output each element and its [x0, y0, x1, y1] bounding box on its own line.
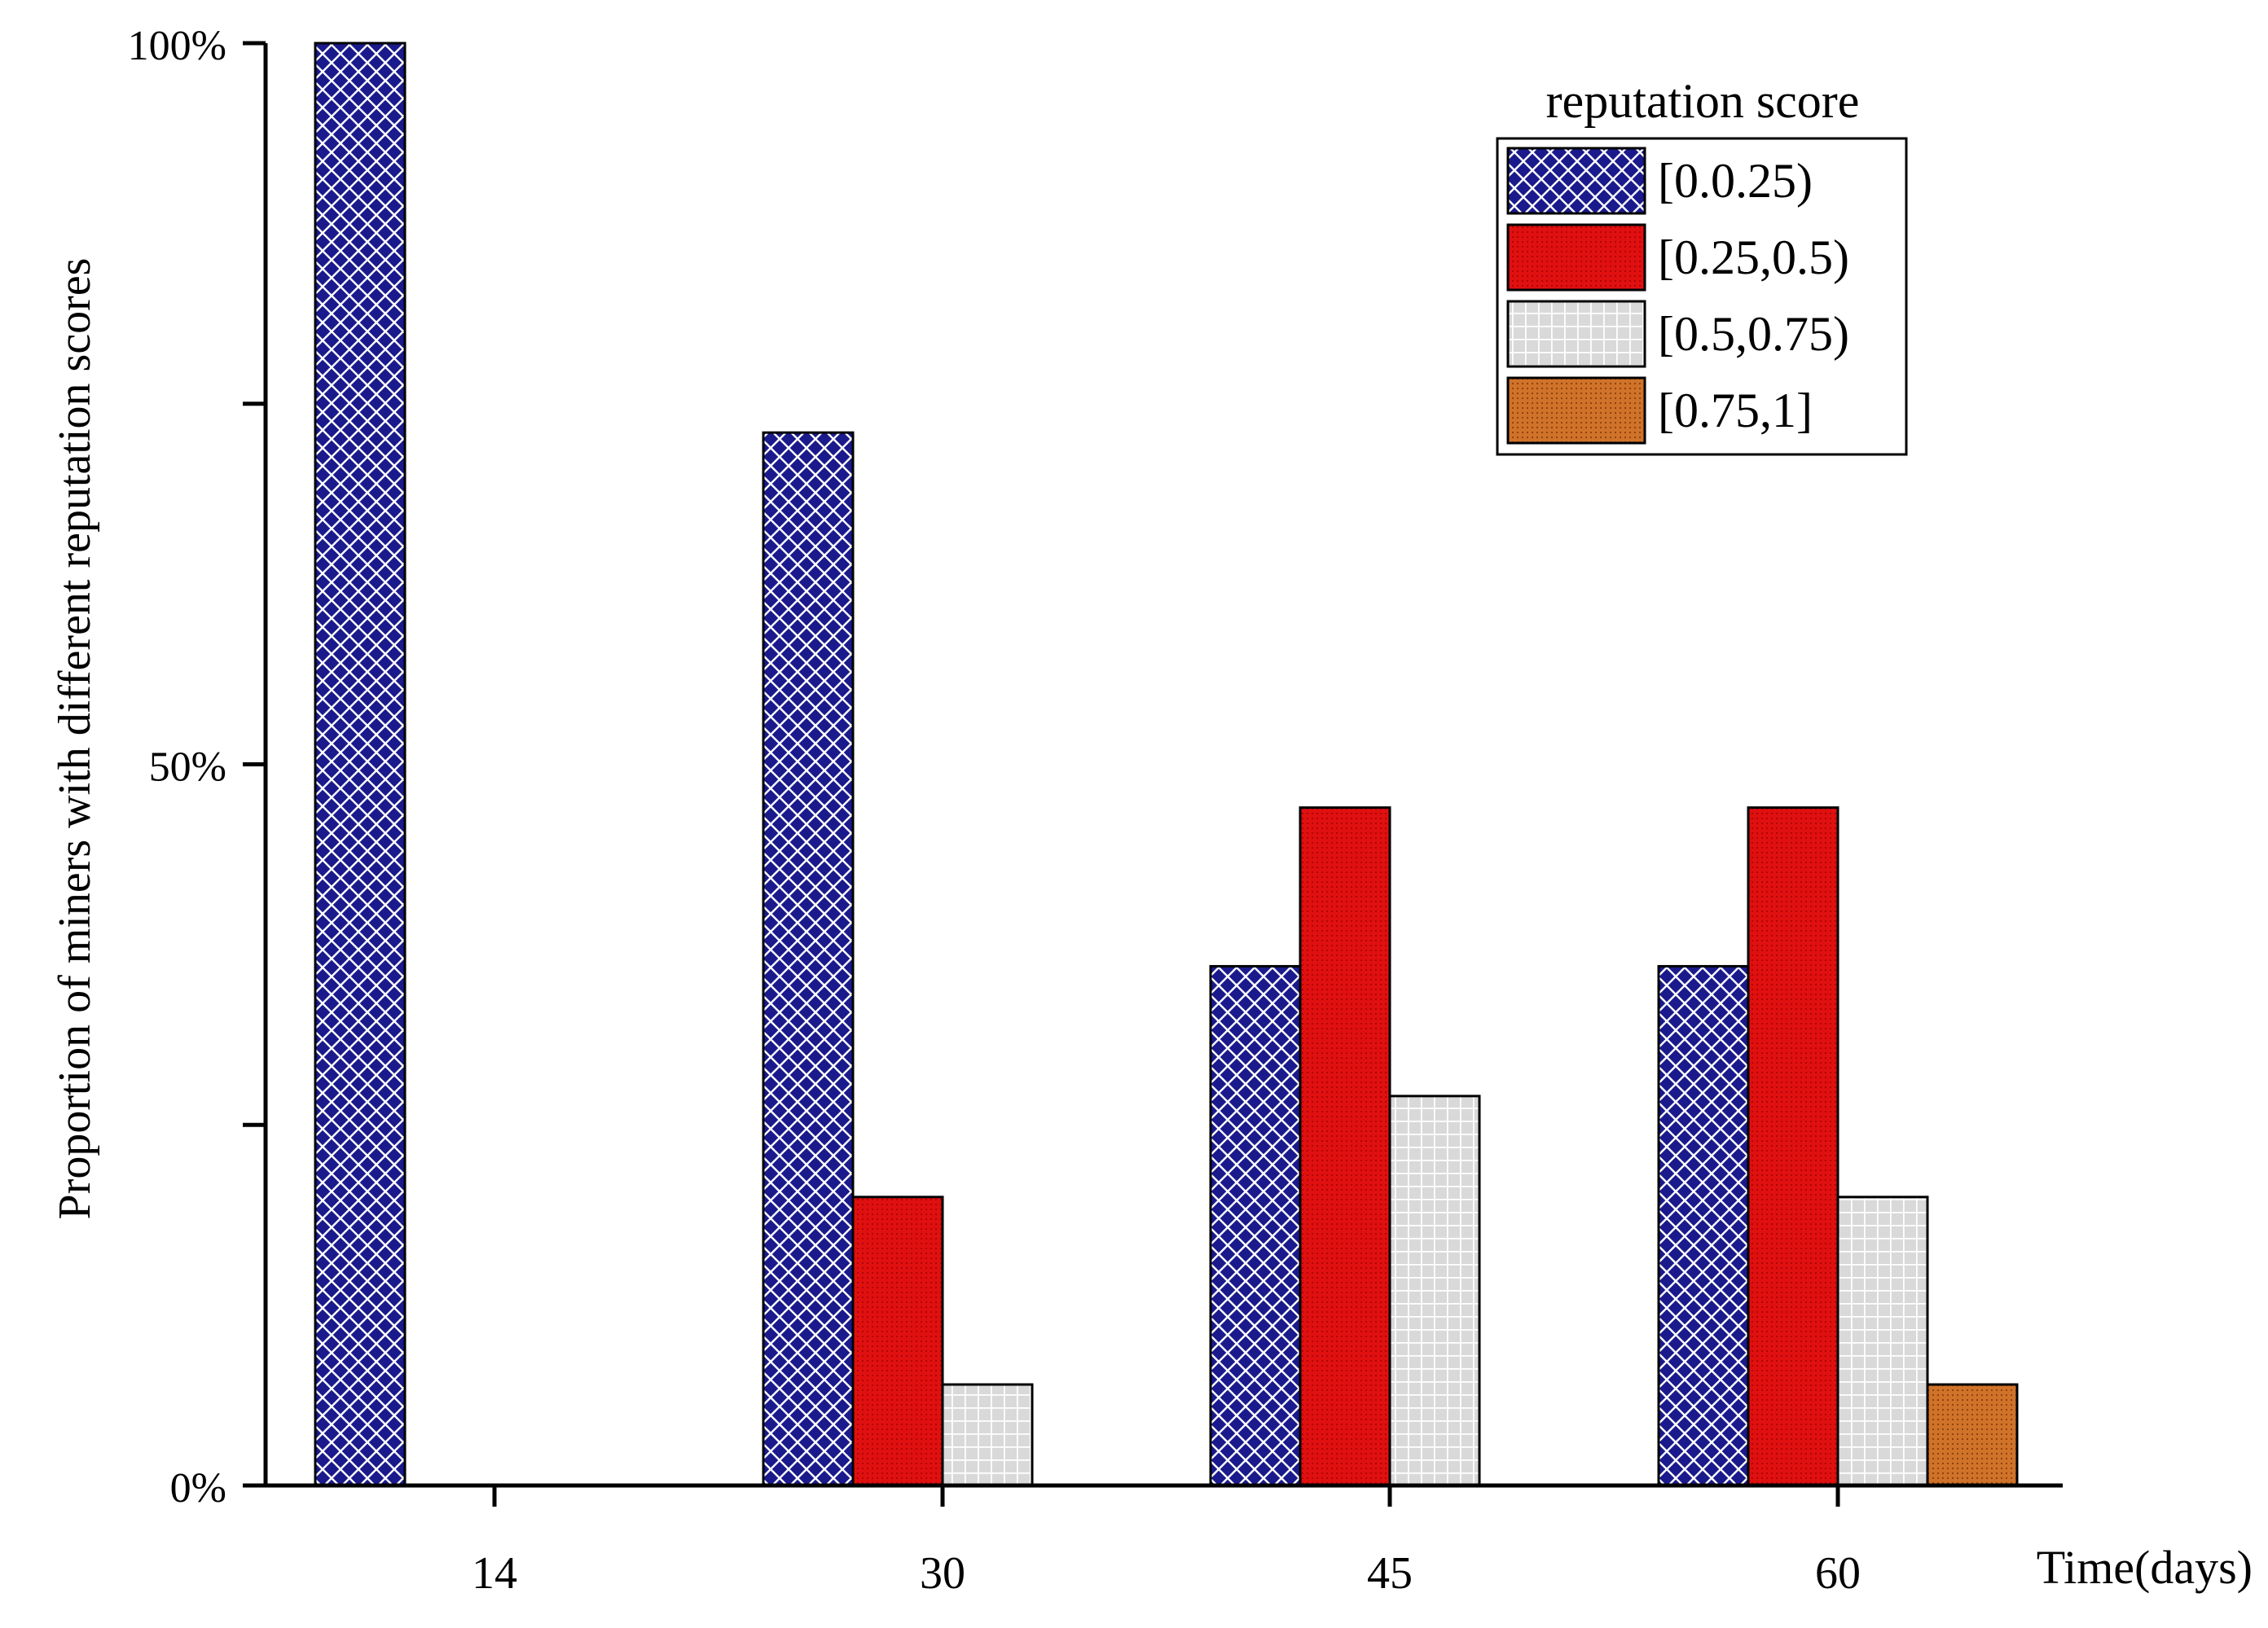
bar-45-series-0 [1209, 964, 1302, 1487]
bar-60-series-3 [1926, 1383, 2019, 1487]
y-tick-label: 50% [149, 744, 226, 791]
y-tick-label: 0% [170, 1465, 226, 1512]
x-tick-label: 45 [1367, 1548, 1413, 1599]
y-tick-label: 100% [128, 23, 226, 69]
bar-14-series-0 [314, 42, 407, 1487]
x-axis-label: Time(days) [2037, 1541, 2253, 1594]
bar-45-series-2 [1388, 1095, 1481, 1487]
legend-swatch-3 [1506, 376, 1646, 445]
x-tick-label: 30 [920, 1548, 965, 1599]
axes-layer: 0% 50% 100% 14 30 45 60 [128, 23, 2063, 1599]
bar-60-series-1 [1747, 806, 1839, 1487]
bar-30-series-2 [941, 1383, 1034, 1487]
legend-label-0: [0.0.25) [1658, 154, 1813, 208]
legend-swatch-0 [1506, 147, 1646, 215]
bar-60-series-0 [1657, 964, 1750, 1487]
legend-swatch-1 [1506, 223, 1646, 292]
bar-30-series-0 [762, 431, 855, 1487]
legend-label-1: [0.25,0.5) [1658, 230, 1849, 284]
legend-label-2: [0.5,0.75) [1658, 307, 1849, 361]
bar-45-series-1 [1299, 806, 1391, 1487]
legend: reputation score [0.0.25) [0.25,0.5) [0.5,0… [1496, 74, 1908, 456]
bar-60-series-2 [1836, 1196, 1929, 1487]
legend-label-3: [0.75,1] [1658, 384, 1813, 437]
legend-swatch-2 [1506, 300, 1646, 368]
bars-layer [314, 42, 2019, 1487]
y-axis-label: Proportion of miners with different repu… [50, 258, 100, 1220]
x-tick-label: 60 [1815, 1548, 1861, 1599]
x-tick-label: 14 [472, 1548, 517, 1599]
bar-30-series-1 [851, 1196, 944, 1487]
legend-title: reputation score [1546, 74, 1860, 128]
